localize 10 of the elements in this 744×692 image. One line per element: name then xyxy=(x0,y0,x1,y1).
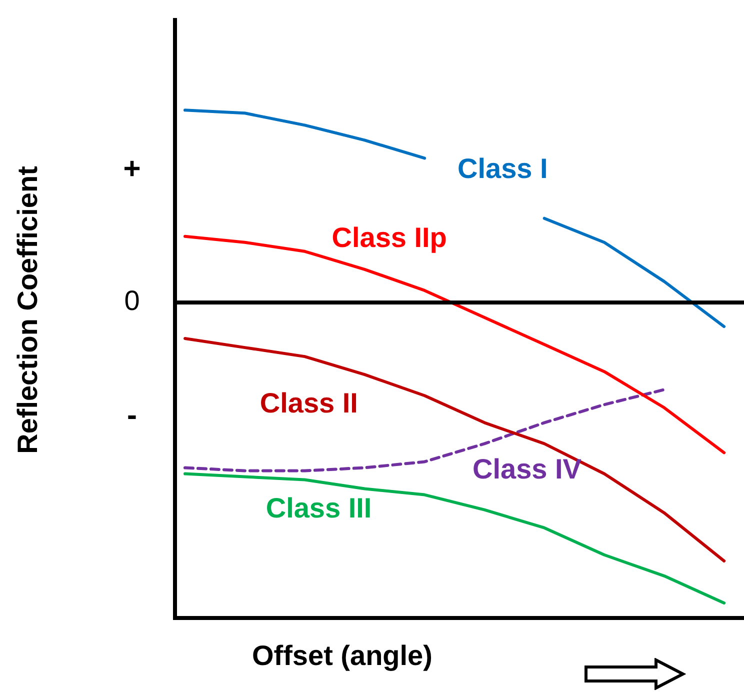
x-axis-title: Offset (angle) xyxy=(252,640,432,672)
text: - xyxy=(127,398,137,432)
y-axis-title: Reflection Coefficient xyxy=(11,165,44,456)
ref-line-label: 0 xyxy=(124,285,140,316)
series-label: Class IIp xyxy=(332,222,447,254)
series-label: Class IV xyxy=(472,453,582,484)
series-label: Class II xyxy=(260,387,358,418)
text: + xyxy=(123,152,141,186)
series-label: Class I xyxy=(458,152,548,184)
series-label: Class III xyxy=(266,492,372,524)
